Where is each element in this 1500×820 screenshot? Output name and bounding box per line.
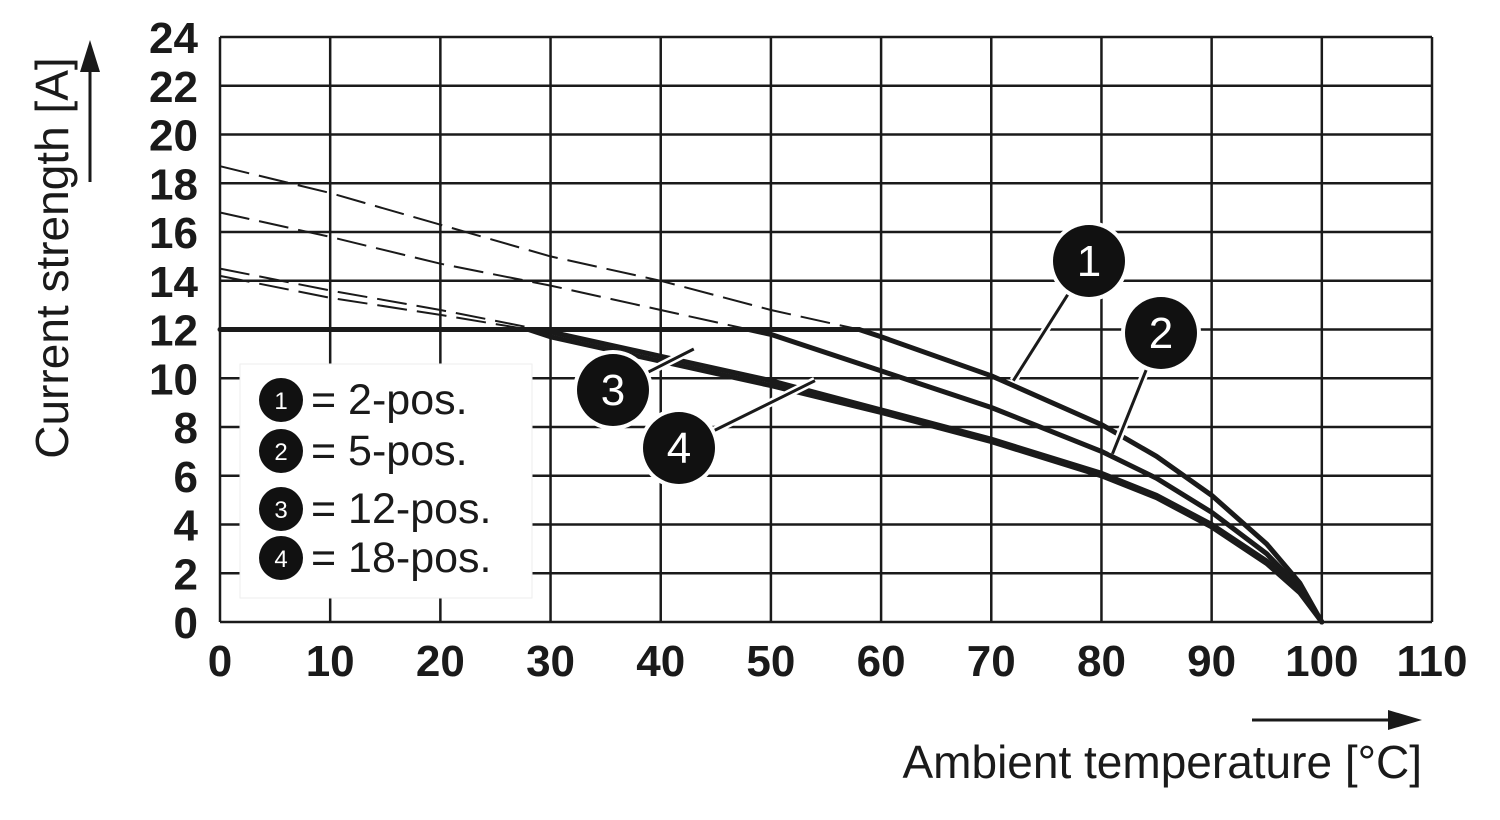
callout-1: 1 (1009, 221, 1129, 383)
series-2-line (746, 327, 1325, 625)
series-4-extrapolation (219, 274, 529, 331)
callout-3-number: 3 (601, 366, 625, 415)
legend-entry-1: 1 = 2-pos. (259, 376, 468, 424)
legend-badge-number: 4 (274, 546, 287, 573)
y-axis-arrowhead (80, 40, 100, 72)
series-4 (219, 274, 1325, 625)
legend-badge-1 (259, 378, 303, 422)
legend: 1 = 2-pos. 2 = 5-pos. 3 = 12-pos. 4 = 18-pos. (239, 363, 533, 599)
legend-label: = 5-pos. (311, 427, 468, 475)
series-1-line (856, 327, 1325, 625)
x-axis-arrowhead (1388, 710, 1422, 730)
y-tick-label: 18 (149, 160, 198, 209)
legend-badge-4 (259, 536, 303, 580)
callouts: 12 34 (573, 221, 1201, 488)
callout-1-badge (1053, 225, 1125, 297)
y-tick-label: 20 (149, 112, 198, 161)
series-4-line (526, 327, 1325, 625)
y-tick-label: 14 (149, 258, 198, 307)
y-axis-label: Current strength [A] (26, 57, 78, 458)
callout-1-number: 1 (1077, 237, 1101, 286)
grid (218, 35, 1434, 624)
tick-labels: 0 10 20 30 40 50 60 70 80 90 100 110024681012141618… (149, 14, 1467, 686)
x-axis-label: Ambient temperature [°C] (903, 736, 1423, 788)
y-tick-label: 6 (174, 453, 198, 502)
callout-3: 3 (573, 345, 696, 430)
legend-label: = 18-pos. (311, 534, 491, 582)
x-axis-title: Ambient temperature [°C] (903, 710, 1423, 788)
callout-3-badge (577, 354, 649, 426)
callout-2-number: 2 (1149, 309, 1173, 358)
y-tick-label: 8 (174, 404, 198, 453)
series-3-extrapolation (219, 267, 540, 331)
y-tick-label: 4 (174, 502, 199, 551)
callout-2-leader (1111, 365, 1149, 455)
x-tick-label: 100 (1285, 637, 1358, 686)
x-tick-label: 40 (636, 637, 685, 686)
y-tick-label: 10 (149, 355, 198, 404)
y-tick-label: 22 (149, 63, 198, 112)
series-1 (219, 165, 1325, 625)
legend-badge-2 (259, 429, 303, 473)
callout-2-badge (1125, 297, 1197, 369)
series-2-extrapolation (219, 211, 750, 331)
legend-badge-number: 3 (274, 497, 287, 524)
x-tick-label: 80 (1077, 637, 1126, 686)
callout-1-leader (1012, 290, 1072, 382)
y-tick-label: 0 (174, 599, 198, 648)
x-tick-label: 90 (1187, 637, 1236, 686)
legend-entry-3: 3 = 12-pos. (259, 485, 491, 533)
series-layer (217, 165, 1325, 625)
legend-entry-4: 4 = 18-pos. (259, 534, 491, 582)
y-tick-label: 2 (174, 550, 198, 599)
y-axis-title: Current strength [A] (26, 40, 100, 459)
x-tick-label: 0 (208, 637, 232, 686)
x-tick-label: 50 (746, 637, 795, 686)
x-tick-label: 20 (416, 637, 465, 686)
callout-4: 4 (639, 377, 817, 488)
x-tick-label: 70 (967, 637, 1016, 686)
y-tick-label: 24 (149, 14, 198, 63)
callout-3-leader (644, 347, 695, 376)
callout-4-number: 4 (667, 424, 691, 473)
legend-badge-3 (259, 487, 303, 531)
x-tick-label: 30 (526, 637, 575, 686)
y-tick-label: 12 (149, 307, 198, 356)
x-tick-label: 60 (857, 637, 906, 686)
callout-4-leader (710, 379, 816, 434)
legend-label: = 2-pos. (311, 376, 468, 424)
legend-entry-2: 2 = 5-pos. (259, 427, 468, 475)
callout-2: 2 (1108, 293, 1201, 456)
x-tick-label: 10 (306, 637, 355, 686)
legend-badge-number: 1 (274, 388, 287, 415)
callout-4-badge (643, 412, 715, 484)
legend-badge-number: 2 (274, 439, 287, 466)
y-tick-label: 16 (149, 209, 198, 258)
legend-label: = 12-pos. (311, 485, 491, 533)
x-tick-label: 110 (1397, 637, 1468, 686)
series-2 (219, 211, 1325, 625)
series-1-extrapolation (219, 165, 860, 331)
